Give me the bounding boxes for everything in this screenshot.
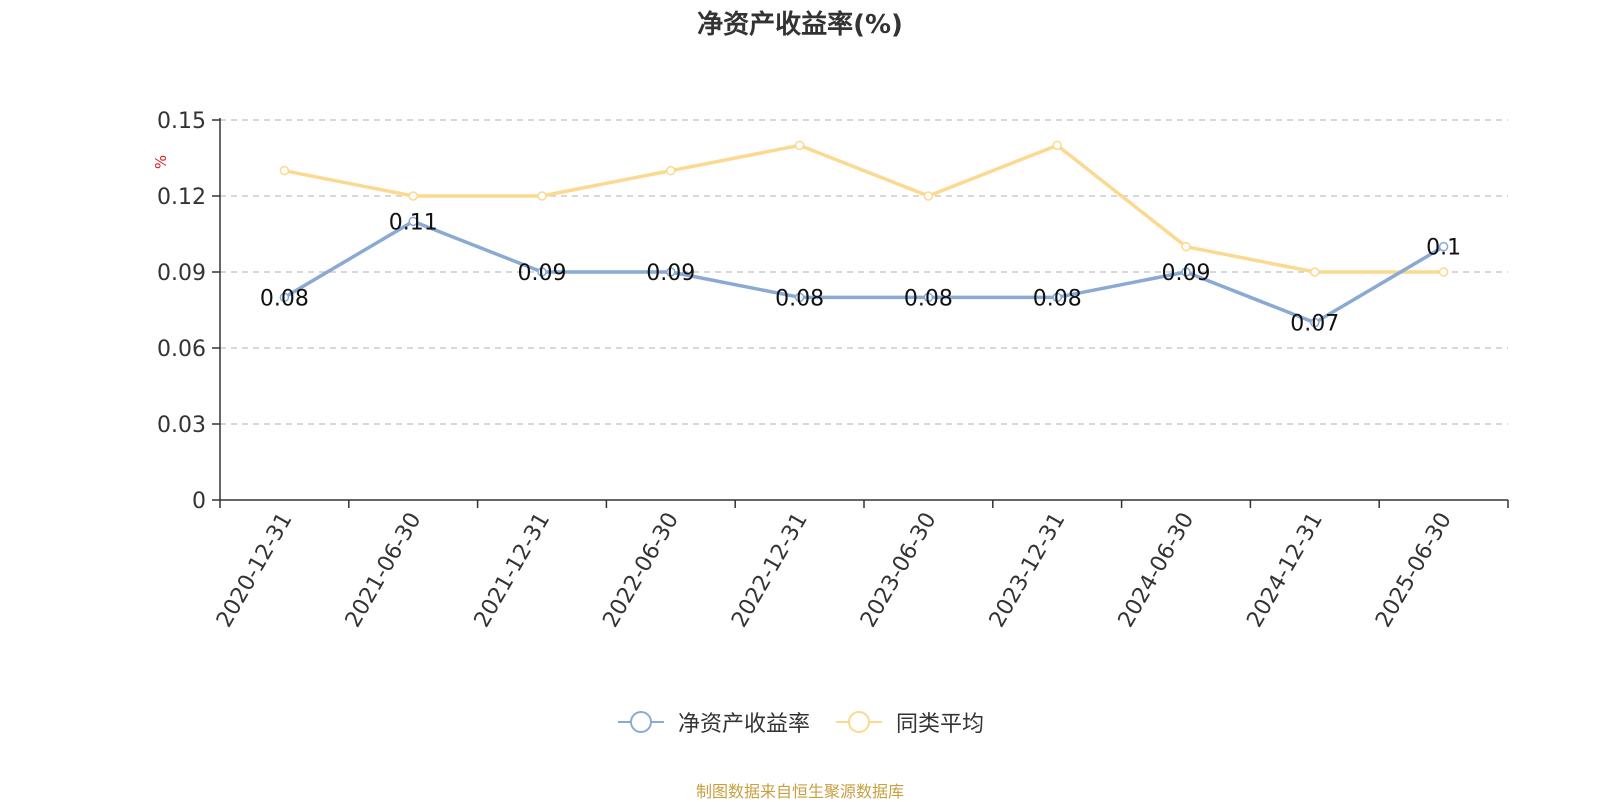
series-0-point (408, 216, 418, 227)
legend: 净资产收益率 同类平均 (0, 706, 1600, 738)
x-tick-label: 2021-12-31 (470, 509, 556, 632)
line-chart: 0 0.03 0.06 0.09 0.12 0.15% 2020-12-31 2021-06-… (152, 109, 1509, 632)
series-0-point (537, 267, 547, 277)
series-1-point (1052, 140, 1062, 151)
y-tick-label: 0.12 (157, 185, 206, 210)
chart-title: 净资产收益率(%) (697, 10, 903, 40)
x-tick-label: 2021-06-30 (341, 509, 427, 632)
series-1-point (1310, 267, 1320, 277)
series-0-point (1438, 241, 1449, 252)
data-label: 0.07 (1290, 312, 1339, 337)
x-tick-label: 2020-12-31 (212, 509, 298, 632)
legend-peer-average-icon (836, 711, 882, 733)
series-1-point (794, 140, 805, 151)
legend-item-roe[interactable]: 净资产收益率 (616, 706, 810, 738)
x-tick-label: 2023-06-30 (856, 509, 942, 632)
x-tick-label: 2025-06-30 (1371, 509, 1457, 632)
data-labels: 0.08 0.11 0.09 0.09 0.08 0.08 0.08 0.09 0.07 0.1 (260, 210, 1461, 336)
series-lines (279, 140, 1449, 328)
x-tick-label: 2023-12-31 (985, 509, 1071, 632)
y-axis-label: % (152, 155, 170, 169)
data-label: 0.1 (1426, 236, 1461, 261)
legend-roe-icon (617, 711, 664, 733)
series-1-point (537, 191, 547, 201)
legend-peer-average-label: 同类平均 (896, 712, 985, 737)
x-tick-label: 2024-06-30 (1114, 509, 1200, 632)
data-label: 0.08 (775, 286, 824, 311)
series-1-point (666, 165, 676, 176)
x-tick-label: 2022-12-31 (727, 509, 813, 632)
series-0-point (666, 267, 676, 277)
series-0-point (279, 292, 290, 303)
axes: 0 0.03 0.06 0.09 0.12 0.15% 2020-12-31 2021-06-… (152, 109, 1509, 632)
x-tick-label: 2022-06-30 (598, 509, 684, 632)
data-label: 0.08 (1033, 286, 1082, 311)
y-tick-label: 0.15 (157, 109, 206, 134)
y-tick-label: 0.03 (157, 413, 206, 438)
legend-roe-label: 净资产收益率 (677, 712, 810, 737)
series-1-point (1438, 267, 1449, 277)
source-note: 制图数据来自恒生聚源数据库 (695, 782, 904, 801)
series-1-point (408, 191, 418, 201)
series-0-point (923, 292, 934, 303)
series-1-point (1181, 241, 1191, 252)
series-0-point (794, 292, 805, 303)
y-tick-label: 0 (192, 489, 206, 514)
y-tick-label: 0.09 (157, 261, 206, 286)
series-1-point (923, 191, 934, 201)
data-label: 0.11 (389, 210, 438, 235)
data-label: 0.08 (260, 286, 309, 311)
series-line-1 (284, 143, 1444, 274)
legend-item-peer-average[interactable]: 同类平均 (834, 706, 984, 738)
data-label: 0.09 (518, 261, 567, 286)
data-label: 0.08 (904, 286, 953, 311)
series-0-point (1181, 267, 1191, 277)
y-tick-label: 0.06 (157, 337, 206, 362)
data-label: 0.09 (646, 261, 695, 286)
series-line-0 (283, 219, 1445, 325)
series-1-point (279, 165, 290, 176)
data-label: 0.09 (1162, 261, 1211, 286)
x-tick-label: 2024-12-31 (1242, 509, 1328, 632)
series-0-point (1310, 317, 1320, 328)
series-0-point (1052, 292, 1062, 303)
